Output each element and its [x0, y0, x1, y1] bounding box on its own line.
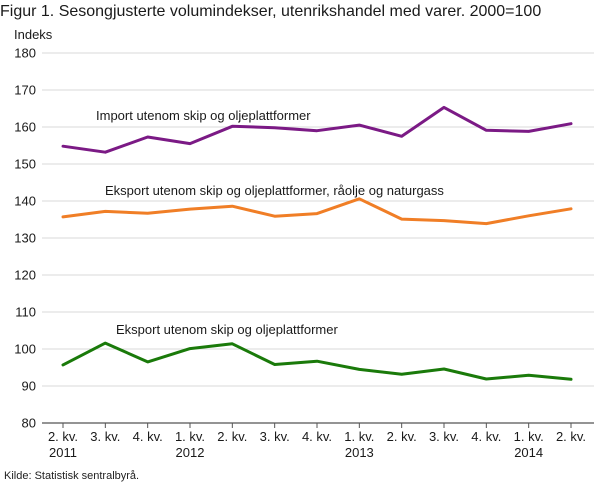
x-tick-label: 1. kv. [514, 429, 544, 444]
x-tick-label: 4. kv. [471, 429, 501, 444]
y-tick-label: 140 [14, 194, 36, 209]
y-tick-label: 170 [14, 83, 36, 98]
x-tick-label: 2. kv. [217, 429, 247, 444]
x-tick-label: 3. kv. [90, 429, 120, 444]
y-tick-label: 90 [22, 379, 36, 394]
series-label: Eksport utenom skip og oljeplattformer, … [105, 183, 444, 198]
x-tick-label: 2. kv. [48, 429, 78, 444]
y-tick-label: 180 [14, 46, 36, 61]
x-tick-label: 4. kv. [302, 429, 332, 444]
x-tick-label: 3. kv. [429, 429, 459, 444]
x-tick-label: 2. kv. [556, 429, 586, 444]
y-tick-label: 130 [14, 231, 36, 246]
y-tick-label: 160 [14, 120, 36, 135]
y-tick-label: 120 [14, 268, 36, 283]
x-tick-label: 2. kv. [387, 429, 417, 444]
x-tick-label: 3. kv. [260, 429, 290, 444]
series-line [61, 197, 573, 226]
y-axis-label: Indeks [14, 27, 53, 42]
x-tick-year-label: 2014 [514, 445, 543, 460]
y-tick-label: 100 [14, 342, 36, 357]
x-tick-year-label: 2012 [176, 445, 205, 460]
x-tick-label: 1. kv. [344, 429, 374, 444]
page-title: Figur 1. Sesongjusterte volumindekser, u… [0, 3, 542, 20]
x-tick-label: 1. kv. [175, 429, 205, 444]
series-label: Eksport utenom skip og oljeplattformer [116, 322, 338, 337]
series-label: Import utenom skip og oljeplattformer [96, 108, 311, 123]
x-tick-year-label: 2013 [345, 445, 374, 460]
y-tick-label: 110 [15, 305, 36, 320]
source-note: Kilde: Statistisk sentralbyrå. [4, 470, 140, 482]
y-tick-label: 80 [22, 416, 36, 431]
x-tick-label: 4. kv. [133, 429, 163, 444]
y-tick-label: 150 [14, 157, 36, 172]
x-tick-year-label: 2011 [49, 445, 77, 460]
